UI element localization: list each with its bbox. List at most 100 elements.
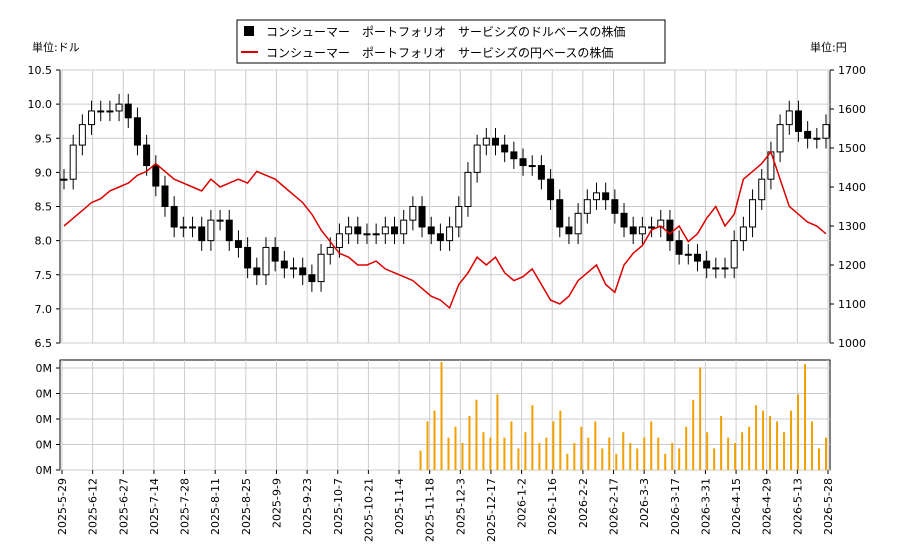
usd-candle-body bbox=[749, 199, 757, 228]
volume-bar bbox=[636, 448, 639, 470]
usd-candle-body bbox=[152, 165, 160, 187]
volume-bar bbox=[727, 437, 730, 470]
right-tick-label: 1200 bbox=[838, 259, 866, 272]
usd-candle-body bbox=[758, 178, 766, 201]
volume-tick-label: 0M bbox=[36, 439, 53, 452]
usd-candle-body bbox=[510, 151, 518, 160]
legend-jpy-label: コンシューマー ポートフォリオ サービシズの円ベースの株価 bbox=[266, 45, 613, 60]
volume-tick-label: 0M bbox=[36, 413, 53, 426]
usd-candle-body bbox=[574, 212, 582, 235]
volume-bar bbox=[622, 432, 625, 470]
x-tick-label: 2026-4-15 bbox=[730, 478, 743, 535]
volume-bar bbox=[804, 364, 807, 470]
usd-candle-body bbox=[638, 226, 646, 235]
usd-candle-body bbox=[262, 246, 270, 276]
volume-bar bbox=[489, 437, 492, 470]
usd-candle-body bbox=[299, 267, 307, 276]
volume-bar bbox=[461, 443, 464, 470]
right-tick-label: 1700 bbox=[838, 64, 866, 77]
left-tick-label: 9.5 bbox=[35, 132, 53, 145]
right-tick-label: 1600 bbox=[838, 103, 866, 116]
volume-bar bbox=[615, 453, 618, 470]
usd-candle-body bbox=[804, 130, 812, 139]
usd-candle-body bbox=[363, 233, 371, 236]
volume-bar bbox=[797, 394, 800, 470]
x-tick-label: 2025-9-23 bbox=[301, 478, 314, 535]
right-axis-unit: 単位:円 bbox=[810, 40, 847, 54]
usd-candle-body bbox=[69, 144, 77, 180]
left-axis-unit: 単位:ドル bbox=[32, 40, 80, 54]
usd-candle-body bbox=[602, 192, 610, 201]
x-tick-label: 2026-1-16 bbox=[546, 478, 559, 535]
legend-box bbox=[236, 19, 666, 64]
usd-candle-body bbox=[317, 253, 325, 283]
usd-candle-body bbox=[189, 226, 197, 229]
usd-candle-body bbox=[537, 165, 545, 180]
right-axis-ticks: 1000 1100 1200 1300 1400 1500 1600 1700 bbox=[830, 64, 866, 350]
volume-bar bbox=[510, 421, 513, 470]
volume-bar bbox=[685, 426, 688, 470]
usd-candle-body bbox=[675, 240, 683, 255]
x-tick-label: 2025-10-7 bbox=[332, 478, 345, 535]
volume-bar bbox=[531, 405, 534, 470]
x-tick-label: 2025-8-11 bbox=[209, 478, 222, 535]
volume-bar bbox=[426, 421, 429, 470]
volume-bar bbox=[608, 437, 611, 470]
usd-candle-body bbox=[721, 267, 729, 270]
left-tick-label: 7.0 bbox=[35, 303, 53, 316]
usd-candle-body bbox=[381, 226, 389, 235]
legend-usd-marker bbox=[244, 26, 254, 36]
x-tick-label: 2026-3-17 bbox=[669, 478, 682, 535]
right-tick-label: 1000 bbox=[838, 337, 866, 350]
usd-candle-body bbox=[143, 144, 151, 167]
x-tick-label: 2025-8-25 bbox=[240, 478, 253, 535]
usd-candle-body bbox=[620, 212, 628, 228]
right-tick-label: 1500 bbox=[838, 142, 866, 155]
volume-bar bbox=[475, 399, 478, 470]
usd-candle-body bbox=[106, 110, 114, 113]
volume-bar bbox=[706, 432, 709, 470]
usd-candle-body bbox=[290, 267, 298, 270]
x-axis-ticks: 2025-5-29 2025-6-12 2025-6-27 2025-7-14 2025… bbox=[56, 470, 835, 542]
grid-lines bbox=[60, 69, 830, 471]
left-tick-label: 9.0 bbox=[35, 166, 53, 179]
usd-candle-body bbox=[308, 274, 316, 283]
usd-candle-body bbox=[556, 199, 564, 228]
volume-bar bbox=[580, 426, 583, 470]
x-tick-label: 2025-12-17 bbox=[485, 478, 498, 542]
usd-candle-body bbox=[207, 219, 215, 242]
usd-candle-body bbox=[446, 226, 454, 242]
volume-bar bbox=[496, 394, 499, 470]
volume-bar bbox=[664, 453, 667, 470]
left-tick-label: 8.0 bbox=[35, 235, 53, 248]
usd-candle-body bbox=[60, 178, 68, 181]
volume-bar bbox=[601, 448, 604, 470]
usd-candle-body bbox=[693, 253, 701, 262]
volume-bar bbox=[811, 421, 814, 470]
usd-candle-body bbox=[703, 260, 711, 269]
usd-candle-body bbox=[684, 253, 692, 256]
volume-bar bbox=[671, 443, 674, 470]
usd-candle-body bbox=[133, 117, 141, 146]
usd-candle-body bbox=[730, 240, 738, 269]
volume-bar bbox=[755, 405, 758, 470]
x-tick-label: 2026-5-28 bbox=[822, 478, 835, 535]
usd-candle-body bbox=[335, 233, 343, 248]
usd-candle-body bbox=[345, 226, 353, 235]
usd-candle-body bbox=[179, 226, 187, 229]
usd-candle-body bbox=[427, 226, 435, 235]
volume-bar bbox=[538, 443, 541, 470]
usd-candle-body bbox=[418, 206, 426, 228]
volume-bar bbox=[762, 410, 765, 470]
left-tick-label: 8.5 bbox=[35, 201, 53, 214]
usd-candle-body bbox=[170, 206, 178, 228]
x-tick-label: 2025-12-3 bbox=[454, 478, 467, 535]
usd-candle-body bbox=[97, 110, 105, 113]
usd-candle-body bbox=[611, 199, 619, 214]
x-tick-label: 2026-5-13 bbox=[791, 478, 804, 535]
volume-bar bbox=[552, 421, 555, 470]
x-tick-label: 2025-9-9 bbox=[270, 478, 283, 528]
x-tick-label: 2026-3-3 bbox=[638, 478, 651, 528]
volume-bar bbox=[643, 437, 646, 470]
volume-bar bbox=[454, 426, 457, 470]
